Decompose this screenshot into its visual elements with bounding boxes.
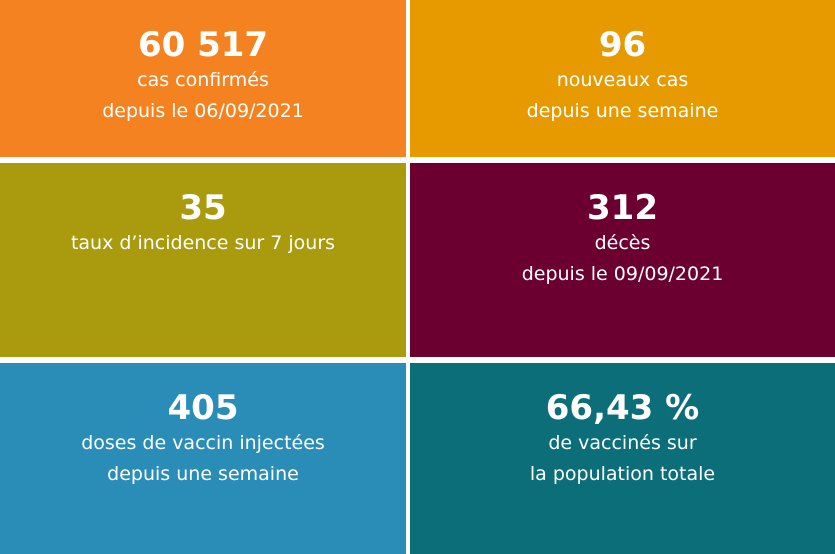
tile-label: doses de vaccin injectées <box>81 432 325 454</box>
tile-value: 66,43 % <box>545 388 700 428</box>
tile-sublabel: depuis le 06/09/2021 <box>102 100 304 122</box>
tile-value: 60 517 <box>137 25 269 65</box>
tile-label: décès <box>594 232 651 254</box>
tile-incidence-rate: 35 taux d’incidence sur 7 jours <box>0 163 406 357</box>
tile-vaccination-rate: 66,43 % de vaccinés sur la population to… <box>410 363 835 554</box>
tile-value: 96 <box>598 25 647 65</box>
tile-value: 405 <box>167 388 239 428</box>
tile-value: 35 <box>179 188 227 228</box>
tile-label: de vaccinés sur <box>548 432 697 454</box>
tile-confirmed-cases: 60 517 cas confirmés depuis le 06/09/202… <box>0 0 406 157</box>
tile-sublabel: la population totale <box>529 463 716 485</box>
tile-sublabel: depuis le 09/09/2021 <box>521 263 724 285</box>
tile-sublabel: depuis une semaine <box>107 463 299 485</box>
tile-sublabel: depuis une semaine <box>526 100 719 122</box>
tile-vaccine-doses: 405 doses de vaccin injectées depuis une… <box>0 363 406 554</box>
tile-value: 312 <box>587 188 658 228</box>
tile-label: cas confirmés <box>137 69 269 91</box>
tile-label: nouveaux cas <box>556 69 689 91</box>
tile-label: taux d’incidence sur 7 jours <box>70 232 336 254</box>
tile-new-cases: 96 nouveaux cas depuis une semaine <box>410 0 835 157</box>
tile-deaths: 312 décès depuis le 09/09/2021 <box>410 163 835 357</box>
